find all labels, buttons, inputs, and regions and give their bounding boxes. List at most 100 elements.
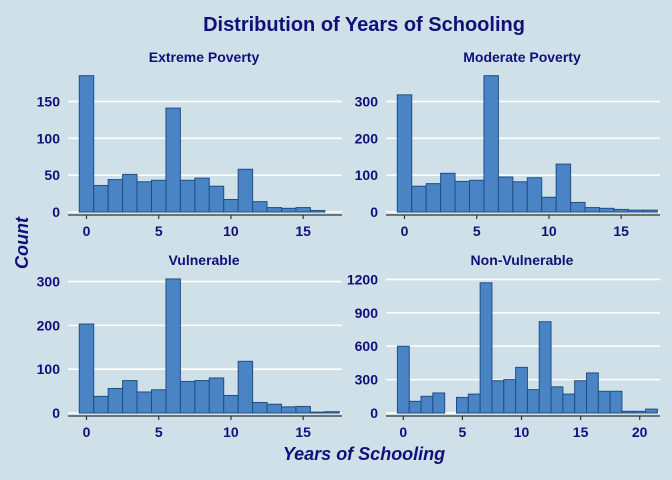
- histogram-bar: [309, 411, 326, 414]
- facet-title: Non-Vulnerable: [471, 252, 574, 268]
- y-tick-label: 0: [370, 405, 378, 421]
- histogram-bar: [538, 321, 552, 414]
- histogram-bar: [456, 396, 469, 414]
- x-tick-label: 15: [613, 223, 629, 239]
- histogram-bar: [526, 389, 540, 414]
- histogram-bar: [497, 176, 514, 213]
- histogram-bar: [627, 209, 644, 213]
- y-tick-label: 0: [52, 405, 60, 421]
- x-tick-label: 0: [401, 223, 409, 239]
- histogram-bar: [642, 209, 658, 213]
- histogram-bar: [645, 408, 658, 414]
- histogram-bar: [512, 181, 528, 213]
- histogram-bar: [526, 177, 543, 213]
- histogram-bar: [574, 380, 588, 414]
- histogram-bar: [281, 406, 297, 414]
- histogram-bar: [122, 380, 138, 414]
- histogram-bar: [93, 184, 109, 213]
- histogram-bar: [136, 391, 153, 414]
- facet-panel-non-vulnerable: Non-Vulnerable 0 300 600 900 1200 0 5 10 15 20: [347, 252, 660, 440]
- histogram-bar: [237, 168, 254, 213]
- histogram-bar: [122, 173, 138, 213]
- x-tick-label: 15: [573, 424, 589, 440]
- histogram-bar: [633, 410, 647, 414]
- histogram-bar: [237, 360, 254, 414]
- histogram-bar: [107, 387, 124, 414]
- x-tick-label: 5: [155, 223, 163, 239]
- facet-panel-moderate-poverty: Moderate Poverty 0 100 200 300 0 5 10 15: [355, 49, 660, 239]
- x-tick-label: 5: [459, 424, 467, 440]
- x-tick-label: 10: [223, 424, 239, 440]
- chart-title: Distribution of Years of Schooling: [203, 14, 525, 36]
- y-axis-label: Count: [12, 216, 32, 269]
- histogram-bar: [515, 366, 528, 414]
- histogram-bar: [281, 207, 297, 213]
- histogram-bar: [266, 403, 282, 414]
- histogram-bar: [324, 411, 340, 414]
- histogram-bar: [151, 179, 167, 213]
- histogram-bar: [93, 395, 109, 414]
- histogram-bar: [562, 393, 576, 414]
- y-tick-label: 150: [37, 93, 61, 109]
- x-tick-label: 0: [83, 424, 91, 440]
- histogram-bar: [597, 390, 611, 414]
- x-tick-label: 5: [155, 424, 163, 440]
- y-tick-label: 0: [52, 204, 60, 220]
- x-tick-label: 10: [223, 223, 239, 239]
- histogram-bar: [613, 208, 629, 213]
- x-axis-label: Years of Schooling: [283, 444, 445, 464]
- histogram-bar: [179, 380, 196, 414]
- histogram-bar: [396, 94, 413, 213]
- histogram-bar: [555, 163, 572, 213]
- histogram-bar: [584, 207, 600, 213]
- histogram-bar: [194, 177, 210, 213]
- histogram-bar: [223, 198, 239, 213]
- y-tick-label: 0: [370, 204, 378, 220]
- histogram-bar: [165, 107, 181, 213]
- x-tick-label: 20: [632, 424, 648, 440]
- histogram-bar: [295, 405, 311, 414]
- histogram-bar: [479, 282, 493, 414]
- x-tick-label: 10: [541, 223, 557, 239]
- histogram-bar: [550, 386, 564, 414]
- facet-title: Moderate Poverty: [463, 49, 581, 65]
- histogram-bar: [208, 377, 225, 414]
- histogram-bar: [609, 390, 623, 414]
- x-tick-label: 15: [295, 223, 311, 239]
- histogram-bar: [151, 389, 167, 414]
- histogram-bar: [252, 201, 268, 213]
- y-tick-label: 600: [355, 338, 379, 354]
- histogram-bar: [483, 75, 499, 213]
- histogram-bar: [136, 181, 153, 213]
- facet-panel-extreme-poverty: Extreme Poverty 0 50 100 150 0 5 10 15: [37, 49, 342, 239]
- y-tick-label: 200: [355, 130, 379, 146]
- y-tick-label: 1200: [347, 271, 378, 287]
- histogram-bar: [503, 379, 517, 414]
- x-tick-label: 15: [295, 424, 311, 440]
- histogram-bar: [266, 207, 282, 213]
- histogram-bar: [309, 210, 326, 213]
- y-tick-label: 200: [37, 317, 61, 333]
- histogram-bar: [491, 380, 505, 414]
- y-tick-label: 100: [37, 130, 61, 146]
- histogram-bar: [541, 196, 557, 213]
- histogram-bar: [78, 75, 95, 213]
- histogram-bar: [208, 185, 225, 213]
- histogram-bar: [469, 179, 485, 213]
- histogram-bar: [411, 185, 427, 213]
- histogram-bar: [425, 183, 442, 213]
- y-tick-label: 100: [37, 361, 61, 377]
- histogram-bar: [107, 179, 124, 213]
- histogram-bar: [252, 401, 268, 414]
- y-tick-label: 50: [44, 167, 60, 183]
- y-tick-label: 300: [37, 274, 61, 290]
- histogram-bar: [570, 201, 586, 213]
- histogram-bar: [396, 345, 410, 414]
- y-tick-label: 300: [355, 93, 379, 109]
- facet-title: Vulnerable: [168, 252, 239, 268]
- y-tick-label: 100: [355, 167, 379, 183]
- histogram-bar: [408, 400, 422, 414]
- histogram-bar: [440, 172, 456, 213]
- facet-title: Extreme Poverty: [149, 49, 260, 65]
